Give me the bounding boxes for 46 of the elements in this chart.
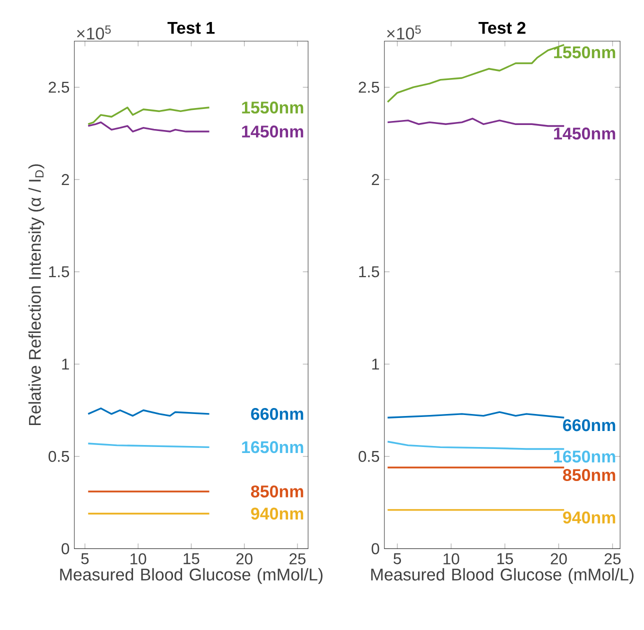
line-series: [87, 122, 210, 132]
text: 660nm: [251, 408, 304, 420]
y-tick-label: 1: [372, 358, 380, 370]
series-label: 850nm: [562, 469, 616, 482]
y-tick-label: 1: [62, 358, 69, 370]
text: 940nm: [251, 508, 304, 520]
x-tick-label: 10: [130, 553, 146, 564]
x-axis-title: Measured Blood Glucose (mMol/L): [60, 568, 322, 584]
chart-title: Test 1: [168, 22, 215, 34]
y-tick-label: 0: [372, 543, 380, 554]
text: 850nm: [251, 486, 304, 498]
series-label: 1650nm: [242, 441, 304, 454]
y-tick-label: 0: [62, 543, 70, 554]
x-tick-label: 25: [604, 553, 621, 564]
x-tick-label: 15: [184, 553, 200, 564]
series-label: 940nm: [563, 512, 616, 524]
line-series: [87, 106, 210, 126]
y-tick-label: 2.5: [358, 82, 380, 93]
series-label: 1450nm: [242, 126, 304, 138]
y-tick-label: 0.5: [358, 450, 380, 462]
chart-title: Test 2: [478, 22, 526, 34]
x-axis-title: Measured Blood Glucose (mMol/L): [371, 568, 634, 584]
y-tick-label: 1.5: [49, 266, 70, 278]
line-series: [87, 408, 210, 417]
line-series: [386, 440, 565, 450]
y-tick-label: 1.5: [359, 266, 380, 278]
y-tick-label: 2: [62, 174, 69, 186]
series-label: 1550nm: [554, 46, 616, 58]
series-label: 1450nm: [554, 128, 616, 140]
x-tick-label: 25: [290, 553, 306, 564]
y-tick-label: 0.5: [48, 450, 70, 462]
x-tick-label: 5: [81, 553, 89, 564]
y-tick-label: 2: [372, 174, 379, 186]
y-tick-label: 2.5: [48, 82, 70, 93]
text: ×10$^{5}$: [77, 26, 111, 40]
x-tick-label: 20: [550, 553, 567, 564]
series-label: 1550nm: [242, 102, 304, 114]
y-axis-title: Relative Reflection Intensity (α / I$_{D}$): [28, 164, 44, 426]
x-tick-label: 10: [444, 553, 460, 564]
line-series: [386, 118, 565, 127]
series-label: 660nm: [563, 419, 616, 432]
text: ×10$^{5}$: [387, 26, 421, 40]
x-tick-label: 20: [236, 553, 252, 564]
x-tick-label: 5: [394, 553, 401, 564]
series-label: 1650nm: [554, 450, 616, 463]
x-tick-label: 15: [497, 553, 513, 564]
